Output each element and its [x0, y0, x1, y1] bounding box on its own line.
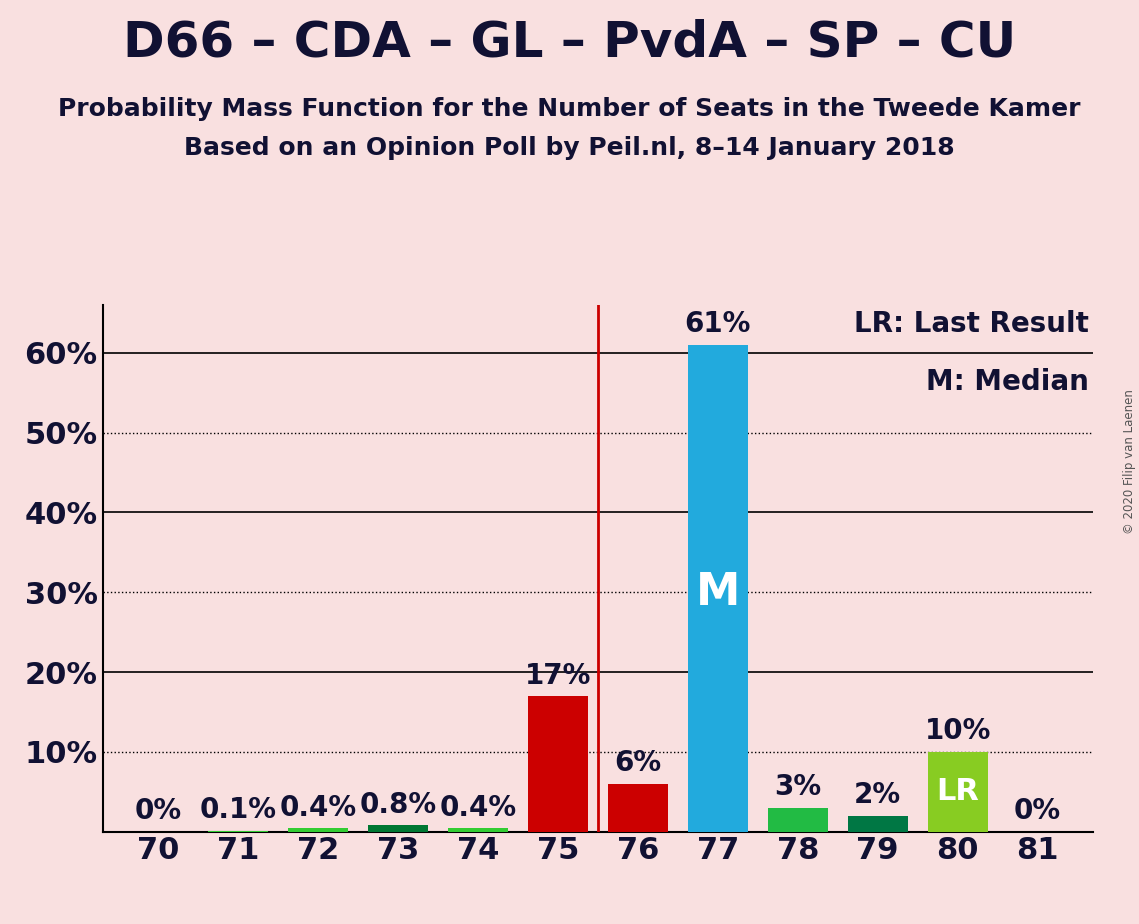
- Text: 0.4%: 0.4%: [440, 794, 517, 822]
- Text: 0%: 0%: [1014, 797, 1062, 825]
- Bar: [368, 825, 428, 832]
- Text: D66 – CDA – GL – PvdA – SP – CU: D66 – CDA – GL – PvdA – SP – CU: [123, 18, 1016, 67]
- Text: LR: LR: [936, 777, 980, 807]
- Text: 61%: 61%: [685, 310, 751, 338]
- Bar: [608, 784, 667, 832]
- Text: 10%: 10%: [925, 717, 991, 746]
- Text: 0.4%: 0.4%: [280, 794, 357, 822]
- Bar: [927, 752, 988, 832]
- Text: M: Median: M: Median: [926, 368, 1089, 396]
- Text: M: M: [696, 571, 740, 614]
- Bar: [448, 829, 508, 832]
- Text: 6%: 6%: [614, 749, 662, 777]
- Text: LR: Last Result: LR: Last Result: [853, 310, 1089, 338]
- Bar: [288, 829, 349, 832]
- Text: 0%: 0%: [134, 797, 182, 825]
- Text: 2%: 2%: [854, 782, 901, 809]
- Text: 0.8%: 0.8%: [360, 791, 436, 819]
- Bar: [768, 808, 828, 832]
- Text: 0.1%: 0.1%: [199, 796, 277, 824]
- Bar: [847, 816, 908, 832]
- Text: 17%: 17%: [525, 662, 591, 689]
- Text: Based on an Opinion Poll by Peil.nl, 8–14 January 2018: Based on an Opinion Poll by Peil.nl, 8–1…: [185, 136, 954, 160]
- Text: © 2020 Filip van Laenen: © 2020 Filip van Laenen: [1123, 390, 1136, 534]
- Bar: [528, 696, 588, 832]
- Text: Probability Mass Function for the Number of Seats in the Tweede Kamer: Probability Mass Function for the Number…: [58, 97, 1081, 121]
- Bar: [688, 345, 748, 832]
- Text: 3%: 3%: [775, 773, 821, 801]
